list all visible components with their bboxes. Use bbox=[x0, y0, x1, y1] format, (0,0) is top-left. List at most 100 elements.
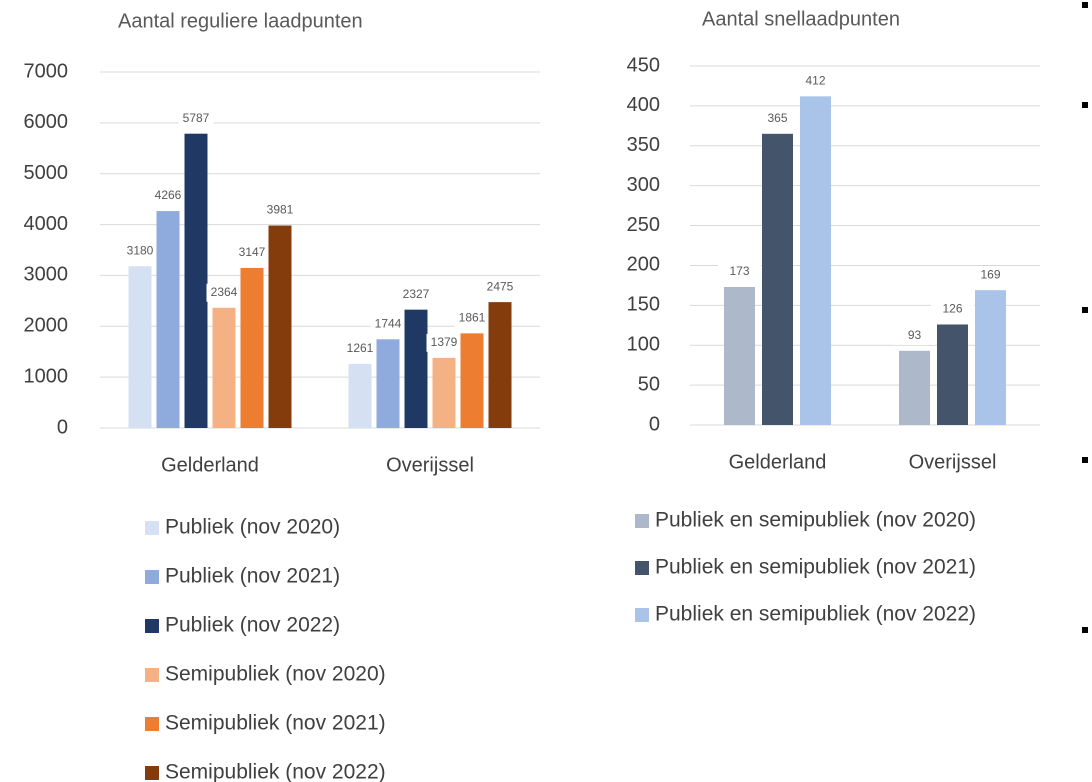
y-tick-label: 7000 bbox=[24, 60, 69, 82]
bullet bbox=[1082, 102, 1088, 108]
y-tick-label: 5000 bbox=[24, 162, 69, 184]
bar bbox=[488, 302, 512, 428]
data-label: 126 bbox=[942, 302, 962, 316]
chart-title: Aantal reguliere laadpunten bbox=[118, 10, 363, 32]
y-tick-label: 350 bbox=[627, 134, 660, 156]
x-tick-label: Gelderland bbox=[729, 451, 827, 473]
bar bbox=[899, 350, 930, 425]
data-label-bg bbox=[234, 243, 270, 262]
data-label-bg bbox=[262, 201, 298, 220]
bar bbox=[800, 96, 831, 425]
data-label-bg bbox=[342, 339, 378, 358]
y-tick-label: 100 bbox=[627, 334, 660, 356]
y-tick-label: 1000 bbox=[24, 365, 69, 387]
data-label: 3981 bbox=[267, 203, 294, 217]
legend-label: Publiek (nov 2021) bbox=[165, 565, 340, 588]
data-label-bg bbox=[426, 333, 462, 352]
y-tick-label: 450 bbox=[627, 54, 660, 76]
y-tick-label: 50 bbox=[638, 373, 660, 395]
legend-swatch bbox=[145, 619, 159, 633]
bullet bbox=[1082, 457, 1088, 463]
legend-label: Publiek en semipubliek (nov 2021) bbox=[655, 556, 976, 579]
bar bbox=[348, 363, 372, 428]
bar bbox=[268, 225, 292, 428]
data-label-bg bbox=[398, 285, 434, 304]
data-label-bg bbox=[718, 262, 761, 281]
x-tick-label: Overijssel bbox=[909, 451, 997, 473]
y-tick-label: 2000 bbox=[24, 315, 69, 337]
legend-swatch bbox=[145, 766, 159, 780]
bar bbox=[404, 309, 428, 428]
legend-swatch bbox=[145, 570, 159, 584]
legend-swatch bbox=[145, 521, 159, 535]
data-label: 169 bbox=[980, 267, 1000, 281]
data-label: 3147 bbox=[239, 245, 266, 259]
data-label-bg bbox=[893, 326, 936, 345]
y-tick-label: 250 bbox=[627, 214, 660, 236]
data-label: 2364 bbox=[211, 285, 238, 299]
legend-swatch bbox=[145, 668, 159, 682]
bar bbox=[212, 307, 236, 428]
bar bbox=[184, 133, 208, 429]
data-label: 412 bbox=[805, 73, 825, 87]
bar bbox=[128, 266, 152, 428]
x-tick-label: Overijssel bbox=[386, 454, 474, 476]
data-label-bg bbox=[454, 309, 490, 328]
bullet bbox=[1082, 307, 1088, 313]
data-label: 1861 bbox=[459, 311, 486, 325]
data-label: 93 bbox=[908, 328, 922, 342]
data-label-bg bbox=[150, 187, 186, 206]
legend-label: Publiek (nov 2020) bbox=[165, 516, 340, 539]
data-label: 1261 bbox=[347, 341, 374, 355]
y-tick-label: 3000 bbox=[24, 264, 69, 286]
bar bbox=[975, 290, 1006, 425]
y-tick-label: 200 bbox=[627, 254, 660, 276]
bar bbox=[762, 133, 793, 426]
data-label: 3180 bbox=[127, 243, 154, 257]
legend-swatch bbox=[635, 514, 649, 528]
y-tick-label: 4000 bbox=[24, 213, 69, 235]
data-label: 1744 bbox=[375, 316, 402, 330]
data-label-bg bbox=[122, 242, 158, 261]
bar bbox=[240, 267, 264, 428]
bar bbox=[937, 324, 968, 425]
data-label: 173 bbox=[729, 264, 749, 278]
data-label-bg bbox=[206, 283, 242, 302]
data-label-bg bbox=[482, 278, 518, 297]
data-label-bg bbox=[794, 72, 837, 91]
data-label: 5787 bbox=[183, 111, 210, 125]
legend-label: Semipubliek (nov 2020) bbox=[165, 663, 386, 686]
bar bbox=[432, 357, 456, 428]
y-tick-label: 300 bbox=[627, 174, 660, 196]
data-label-bg bbox=[370, 315, 406, 334]
data-label-bg bbox=[178, 109, 214, 128]
legend-label: Semipubliek (nov 2021) bbox=[165, 712, 386, 735]
y-tick-label: 0 bbox=[649, 413, 660, 435]
y-tick-label: 0 bbox=[57, 416, 68, 438]
legend-label: Publiek en semipubliek (nov 2020) bbox=[655, 509, 976, 532]
data-label: 365 bbox=[767, 111, 787, 125]
legend-swatch bbox=[635, 561, 649, 575]
data-label: 4266 bbox=[155, 188, 182, 202]
data-label-bg bbox=[931, 300, 974, 319]
data-label-bg bbox=[969, 266, 1012, 285]
legend-swatch bbox=[145, 717, 159, 731]
data-label-bg bbox=[756, 109, 799, 128]
data-label: 2475 bbox=[487, 279, 514, 293]
bar bbox=[460, 333, 484, 428]
data-label: 2327 bbox=[403, 287, 430, 301]
legend-swatch bbox=[635, 608, 649, 622]
data-label: 1379 bbox=[431, 335, 458, 349]
y-tick-label: 150 bbox=[627, 294, 660, 316]
y-tick-label: 400 bbox=[627, 94, 660, 116]
legend-label: Publiek (nov 2022) bbox=[165, 614, 340, 637]
bar bbox=[724, 286, 755, 425]
bullet bbox=[1082, 2, 1088, 8]
legend-label: Publiek en semipubliek (nov 2022) bbox=[655, 603, 976, 626]
bullet bbox=[1082, 627, 1088, 633]
bar bbox=[156, 211, 180, 428]
y-tick-label: 6000 bbox=[24, 111, 69, 133]
legend-label: Semipubliek (nov 2022) bbox=[165, 761, 386, 782]
x-tick-label: Gelderland bbox=[161, 454, 259, 476]
